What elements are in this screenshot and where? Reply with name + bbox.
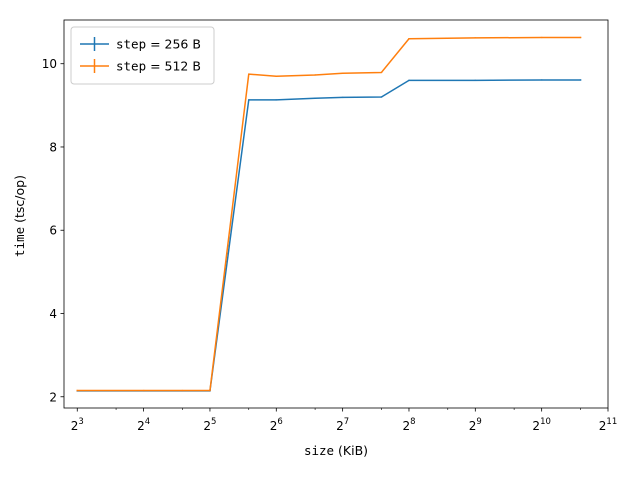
x-tick-label-3: 26 bbox=[270, 417, 283, 433]
x-tick-label-7: 210 bbox=[532, 417, 550, 433]
plot-background bbox=[64, 20, 608, 408]
y-axis-label-mono: time bbox=[12, 227, 27, 257]
x-axis-label-rest: (KiB) bbox=[334, 443, 368, 458]
x-tick-base: 2 bbox=[71, 419, 79, 433]
y-tick-label-3: 8 bbox=[49, 140, 57, 154]
x-tick-base: 2 bbox=[203, 419, 211, 433]
x-tick-exponent: 4 bbox=[145, 417, 150, 427]
x-tick-exponent: 8 bbox=[410, 417, 415, 427]
legend-label-rest: = 512 B bbox=[146, 59, 201, 74]
x-tick-base: 2 bbox=[137, 419, 145, 433]
legend-box bbox=[70, 26, 215, 85]
x-tick-label-5: 28 bbox=[402, 417, 415, 433]
x-tick-label-6: 29 bbox=[469, 417, 482, 433]
y-axis-label-rest: (tsc/op) bbox=[12, 175, 27, 227]
legend-label-0: step = 256 B bbox=[116, 37, 201, 52]
x-tick-exponent: 3 bbox=[78, 417, 83, 427]
x-tick-base: 2 bbox=[532, 419, 540, 433]
x-tick-label-4: 27 bbox=[336, 417, 349, 433]
x-axis-label-mono: size bbox=[304, 443, 334, 458]
x-axis: 23 24 25 26 27 28 29 210 211 bbox=[71, 408, 617, 433]
x-tick-base: 2 bbox=[270, 419, 278, 433]
legend-label-mono: step bbox=[116, 37, 146, 52]
x-tick-exponent: 11 bbox=[606, 417, 617, 427]
y-tick-label-0: 2 bbox=[49, 390, 57, 404]
y-tick-label-1: 4 bbox=[49, 307, 57, 321]
x-tick-base: 2 bbox=[469, 419, 477, 433]
y-axis: 2 4 6 8 10 bbox=[42, 57, 64, 404]
x-tick-label-0: 23 bbox=[71, 417, 84, 433]
y-tick-label-2: 6 bbox=[49, 224, 57, 238]
y-tick-label-4: 10 bbox=[42, 57, 57, 71]
x-tick-label-1: 24 bbox=[137, 417, 150, 433]
x-tick-label-8: 211 bbox=[599, 417, 617, 433]
x-tick-exponent: 5 bbox=[211, 417, 216, 427]
legend-label-rest: = 256 B bbox=[146, 37, 201, 52]
plot-area bbox=[64, 20, 608, 408]
x-tick-exponent: 9 bbox=[476, 417, 481, 427]
legend-label-mono: step bbox=[116, 59, 146, 74]
y-axis-label: time (tsc/op) bbox=[12, 175, 27, 257]
x-tick-label-2: 25 bbox=[203, 417, 216, 433]
x-tick-exponent: 10 bbox=[540, 417, 551, 427]
x-tick-base: 2 bbox=[336, 419, 344, 433]
x-tick-base: 2 bbox=[402, 419, 410, 433]
axes-border bbox=[63, 19, 609, 409]
series-lines bbox=[76, 36, 582, 392]
x-tick-exponent: 6 bbox=[277, 417, 282, 427]
x-axis-label: size (KiB) bbox=[304, 443, 368, 458]
axes-frame bbox=[63, 19, 609, 409]
legend-label-1: step = 512 B bbox=[116, 59, 201, 74]
x-tick-exponent: 7 bbox=[344, 417, 349, 427]
x-tick-base: 2 bbox=[599, 419, 607, 433]
